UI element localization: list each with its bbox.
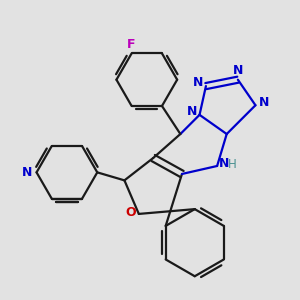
Text: N: N [259,96,270,109]
Text: N: N [187,104,198,118]
Text: N: N [219,157,229,170]
Text: F: F [128,38,136,51]
Text: O: O [125,206,136,219]
Text: H: H [228,158,237,171]
Text: N: N [233,64,243,77]
Text: N: N [22,166,32,179]
Text: N: N [193,76,203,89]
